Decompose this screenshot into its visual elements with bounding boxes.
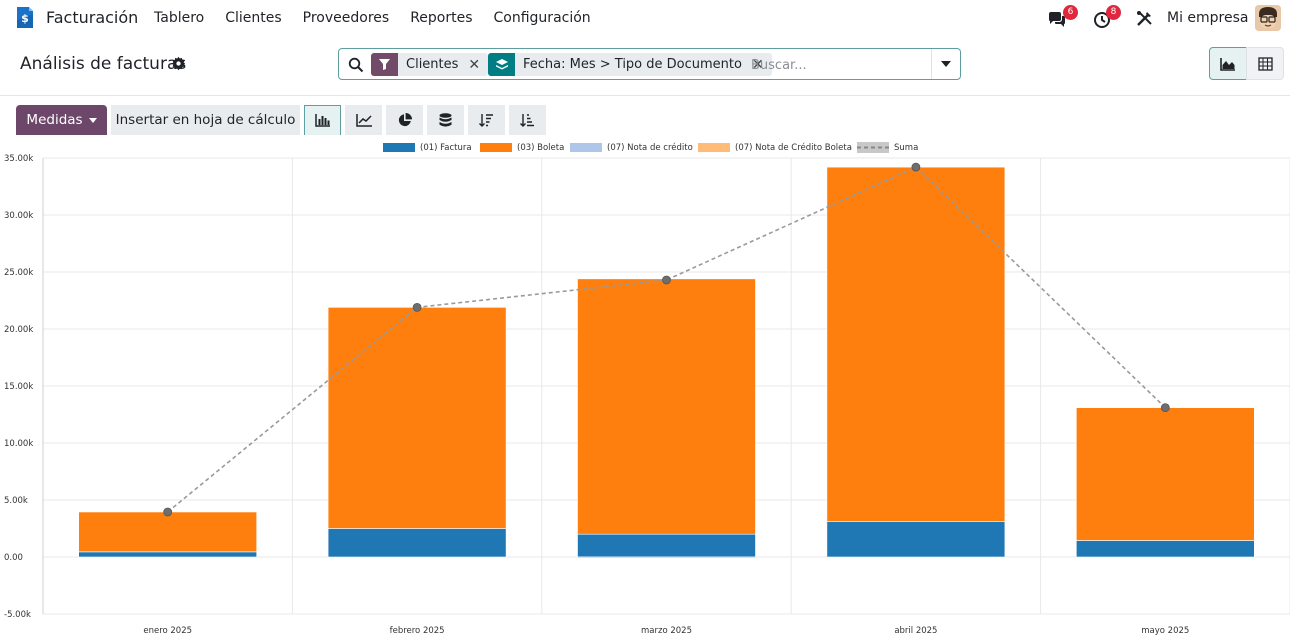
y-tick-label: 30.00k — [4, 211, 33, 221]
bar-chart-icon — [315, 114, 330, 127]
pivot-view-button[interactable] — [1246, 47, 1284, 80]
sum-point — [911, 162, 921, 172]
y-tick-label: 25.00k — [4, 268, 33, 278]
stacked-button[interactable] — [427, 105, 464, 135]
facet-clientes: Clientes ✕ — [371, 53, 489, 76]
caret-down-icon — [941, 61, 951, 67]
filter-icon — [371, 53, 398, 76]
bar-segment — [826, 521, 1006, 558]
facet-groupby: Fecha: Mes > Tipo de Documento ✕ — [488, 53, 772, 76]
menu-item-clientes[interactable]: Clientes — [225, 10, 282, 26]
company-switcher[interactable]: Mi empresa — [1167, 10, 1249, 26]
menu-item-proveedores[interactable]: Proveedores — [302, 10, 390, 26]
graph-toolbar: Medidas Insertar en hoja de cálculo — [16, 105, 546, 135]
menu-item-reportes[interactable]: Reportes — [410, 10, 473, 26]
bar-segment — [826, 166, 1006, 522]
activities-button[interactable]: 8 — [1093, 0, 1129, 36]
bar-segment — [1076, 407, 1255, 541]
search-options-toggle[interactable] — [931, 49, 960, 79]
facet-label: Fecha: Mes > Tipo de Documento — [523, 57, 742, 72]
page-title: Análisis de facturas — [20, 54, 187, 74]
bar-segment — [78, 511, 257, 553]
sum-point — [662, 275, 671, 285]
table-icon — [1257, 56, 1273, 71]
area-chart-icon — [1220, 57, 1235, 71]
y-tick-label: 10.00k — [4, 439, 33, 449]
bar-segment — [327, 307, 507, 529]
y-tick-label: 15.00k — [4, 382, 33, 392]
sort-ascending-button[interactable] — [509, 105, 546, 135]
x-tick-label: abril 2025 — [894, 626, 937, 636]
y-tick-label: 5.00k — [4, 496, 28, 506]
sum-point — [163, 507, 173, 517]
legend-swatch — [698, 143, 730, 152]
clock-icon — [1094, 11, 1110, 28]
svg-text:$: $ — [21, 12, 29, 25]
invoicing-app-icon[interactable]: $ — [15, 6, 35, 29]
control-panel: Análisis de facturas Clientes ✕ Fecha: M… — [0, 36, 1290, 96]
line-chart-button[interactable] — [345, 105, 382, 135]
x-tick-label: enero 2025 — [143, 626, 192, 636]
caret-down-icon — [88, 117, 97, 123]
menu-item-configuracion[interactable]: Configuración — [493, 10, 591, 26]
graph-view-button[interactable] — [1209, 47, 1247, 80]
invoice-analysis-chart: -5.00k 0.00 5.00k 10.00k 15.00k 20.00k 25.00k 3… — [4, 142, 1290, 636]
measures-dropdown[interactable]: Medidas — [16, 105, 107, 135]
legend-label: (07) Nota de Crédito Boleta — [735, 142, 852, 153]
bar-segment — [1076, 540, 1255, 558]
sum-point — [412, 302, 422, 312]
bar-segment — [577, 278, 756, 535]
activities-badge: 8 — [1106, 5, 1121, 20]
layers-icon — [488, 53, 515, 76]
main-menu: Tablero Clientes Proveedores Reportes Co… — [154, 10, 591, 26]
tools-icon — [1137, 10, 1152, 26]
x-tick-label: mayo 2025 — [1141, 626, 1189, 636]
sort-ascending-icon — [520, 114, 534, 127]
legend-swatch — [480, 143, 512, 152]
measures-label: Medidas — [26, 112, 83, 128]
sum-point — [1160, 403, 1170, 413]
y-tick-label: -5.00k — [4, 610, 31, 620]
bar-segment — [577, 533, 756, 558]
bar-segment — [78, 551, 257, 558]
bar-segment — [327, 528, 507, 558]
user-avatar[interactable] — [1255, 5, 1281, 31]
legend-label: (03) Boleta — [517, 143, 564, 153]
line-chart-icon — [355, 113, 372, 127]
pie-chart-icon — [398, 113, 412, 127]
insert-spreadsheet-button[interactable]: Insertar en hoja de cálculo — [111, 105, 300, 135]
chat-icon — [1049, 11, 1065, 27]
legend-swatch — [383, 143, 415, 152]
y-tick-label: 0.00 — [4, 553, 23, 563]
menu-item-tablero[interactable]: Tablero — [154, 10, 205, 26]
messages-badge: 6 — [1063, 5, 1078, 20]
gear-icon[interactable] — [171, 56, 186, 71]
legend-swatch — [570, 143, 602, 152]
x-tick-label: febrero 2025 — [390, 626, 445, 636]
sort-descending-icon — [479, 114, 493, 127]
pie-chart-button[interactable] — [386, 105, 423, 135]
y-tick-label: 20.00k — [4, 325, 33, 335]
bar-segment — [577, 556, 756, 559]
database-icon — [439, 112, 452, 127]
sum-line — [167, 166, 1166, 513]
y-tick-label: 35.00k — [4, 154, 33, 164]
sort-descending-button[interactable] — [468, 105, 505, 135]
legend-label: (01) Factura — [420, 143, 472, 153]
search-bar: Clientes ✕ Fecha: Mes > Tipo de Document… — [338, 48, 961, 80]
search-input[interactable] — [751, 55, 921, 75]
bar-chart-button[interactable] — [304, 105, 341, 135]
app-name[interactable]: Facturación — [46, 8, 139, 27]
debug-tools-button[interactable] — [1136, 0, 1156, 36]
search-icon[interactable] — [348, 57, 364, 73]
legend-label: Suma — [894, 143, 918, 153]
messages-button[interactable]: 6 — [1047, 0, 1083, 36]
x-tick-label: marzo 2025 — [641, 626, 692, 636]
legend-label: (07) Nota de crédito — [607, 142, 693, 153]
close-icon[interactable]: ✕ — [468, 56, 481, 73]
facet-label: Clientes — [406, 57, 459, 72]
top-navbar: $ Facturación Tablero Clientes Proveedor… — [0, 0, 1290, 36]
